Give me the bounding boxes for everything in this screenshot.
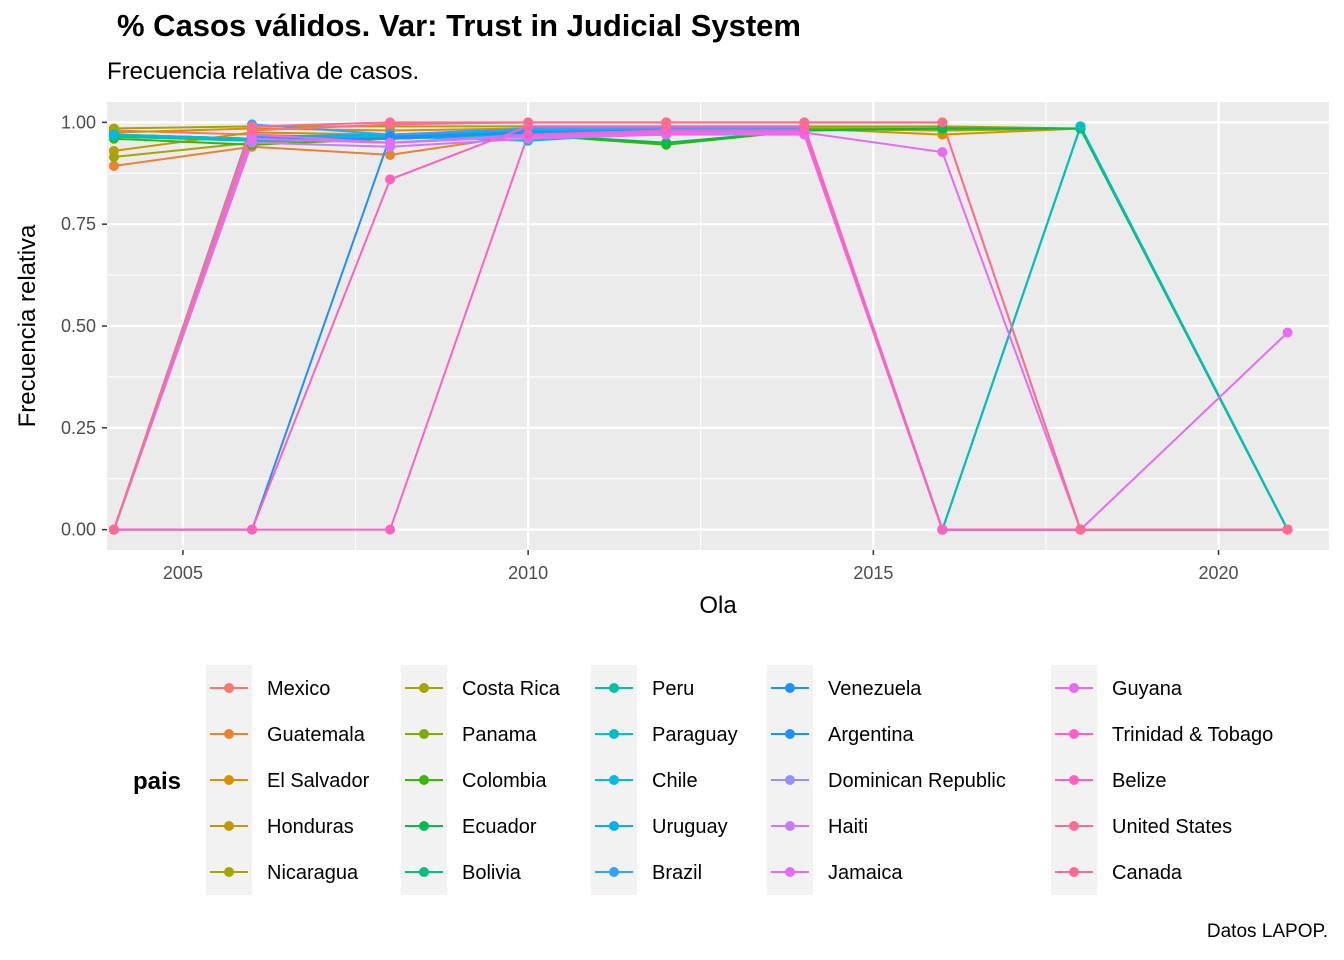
legend-label: Peru bbox=[652, 678, 694, 700]
data-point bbox=[1075, 121, 1086, 132]
legend-label: Ecuador bbox=[462, 816, 537, 838]
legend-key-point bbox=[785, 683, 795, 693]
legend-label: Guyana bbox=[1112, 678, 1183, 700]
legend-label: Colombia bbox=[462, 770, 547, 792]
series-points bbox=[108, 117, 1293, 535]
legend-label: Haiti bbox=[828, 816, 868, 838]
legend-key-point bbox=[419, 683, 429, 693]
legend-key-point bbox=[609, 867, 619, 877]
data-point bbox=[661, 137, 672, 148]
data-point bbox=[108, 524, 119, 535]
legend: Mexico Guatemala El Salvador Honduras Nicara… bbox=[206, 665, 1273, 895]
data-point bbox=[1282, 327, 1293, 338]
legend-label: Venezuela bbox=[828, 678, 922, 700]
legend-title: pais bbox=[133, 768, 181, 795]
legend-key-point bbox=[785, 821, 795, 831]
legend-label: Nicaragua bbox=[267, 862, 359, 884]
legend-key-point bbox=[224, 821, 234, 831]
legend-label: Mexico bbox=[267, 678, 330, 700]
legend-label: Belize bbox=[1112, 770, 1166, 792]
data-point bbox=[108, 129, 119, 140]
legend-key-point bbox=[1069, 775, 1079, 785]
legend-label: Honduras bbox=[267, 816, 354, 838]
legend-key-point bbox=[1069, 683, 1079, 693]
legend-key-point bbox=[224, 683, 234, 693]
legend-label: Brazil bbox=[652, 862, 702, 884]
y-tick-label: 0.00 bbox=[61, 520, 96, 540]
data-point bbox=[385, 137, 396, 148]
legend-label: Trinidad & Tobago bbox=[1112, 724, 1273, 746]
y-tick-label: 0.50 bbox=[61, 316, 96, 336]
x-tick-label: 2005 bbox=[163, 563, 203, 583]
data-point bbox=[385, 119, 396, 130]
legend-label: Bolivia bbox=[462, 862, 522, 884]
legend-label: Canada bbox=[1112, 862, 1183, 884]
data-point bbox=[246, 125, 257, 136]
legend-key-point bbox=[609, 775, 619, 785]
legend-label: United States bbox=[1112, 816, 1232, 838]
legend-key-point bbox=[1069, 729, 1079, 739]
x-axis-title: Ola bbox=[699, 592, 737, 619]
legend-label: Paraguay bbox=[652, 724, 738, 746]
chart-caption: Datos LAPOP. bbox=[1206, 921, 1328, 942]
chart-subtitle: Frecuencia relativa de casos. bbox=[107, 58, 420, 85]
legend-label: Guatemala bbox=[267, 724, 366, 746]
x-tick-label: 2020 bbox=[1199, 563, 1239, 583]
legend-label: Jamaica bbox=[828, 862, 903, 884]
legend-label: El Salvador bbox=[267, 770, 370, 792]
data-point bbox=[385, 149, 396, 160]
data-point bbox=[937, 524, 948, 535]
x-tick-label: 2015 bbox=[853, 563, 893, 583]
legend-key-point bbox=[419, 821, 429, 831]
y-axis-title: Frecuencia relativa bbox=[14, 224, 41, 427]
data-point bbox=[799, 117, 810, 128]
legend-label: Chile bbox=[652, 770, 698, 792]
data-point bbox=[523, 129, 534, 140]
legend-label: Argentina bbox=[828, 724, 914, 746]
data-point bbox=[661, 117, 672, 128]
x-tick-label: 2010 bbox=[508, 563, 548, 583]
y-axis-ticks: 0.00 0.25 0.50 0.75 1.00 bbox=[61, 112, 107, 540]
chart-title: % Casos válidos. Var: Trust in Judicial … bbox=[117, 8, 801, 43]
legend-label: Dominican Republic bbox=[828, 770, 1006, 792]
legend-key-point bbox=[419, 775, 429, 785]
legend-key-point bbox=[609, 683, 619, 693]
legend-key-point bbox=[419, 729, 429, 739]
legend-key-point bbox=[419, 867, 429, 877]
data-point bbox=[937, 117, 948, 128]
legend-key-point bbox=[224, 867, 234, 877]
data-point bbox=[385, 174, 396, 185]
legend-key-point bbox=[609, 729, 619, 739]
legend-key-point bbox=[224, 729, 234, 739]
legend-key-point bbox=[224, 775, 234, 785]
legend-key-point bbox=[785, 775, 795, 785]
grid-minor bbox=[107, 102, 1329, 550]
legend-key-point bbox=[785, 867, 795, 877]
data-point bbox=[937, 147, 948, 158]
data-point bbox=[1075, 524, 1086, 535]
data-point bbox=[246, 524, 257, 535]
data-point bbox=[1282, 524, 1293, 535]
y-tick-label: 0.25 bbox=[61, 418, 96, 438]
y-tick-label: 1.00 bbox=[61, 112, 96, 132]
data-point bbox=[523, 117, 534, 128]
x-axis-ticks: 2005 2010 2015 2020 bbox=[163, 550, 1239, 583]
data-point bbox=[108, 160, 119, 171]
legend-label: Panama bbox=[462, 724, 537, 746]
data-point bbox=[108, 151, 119, 162]
legend-key-point bbox=[1069, 867, 1079, 877]
data-point bbox=[385, 524, 396, 535]
legend-key-point bbox=[1069, 821, 1079, 831]
y-tick-label: 0.75 bbox=[61, 214, 96, 234]
legend-label: Costa Rica bbox=[462, 678, 561, 700]
legend-key-point bbox=[609, 821, 619, 831]
legend-label: Uruguay bbox=[652, 816, 728, 838]
legend-key-point bbox=[785, 729, 795, 739]
